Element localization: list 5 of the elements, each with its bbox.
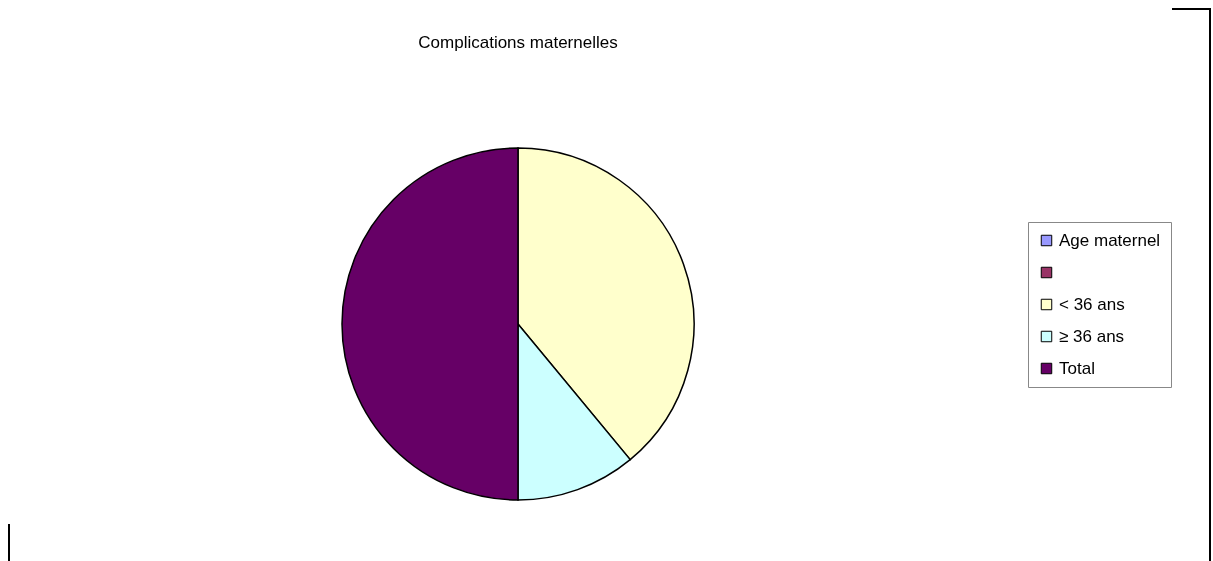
legend-label: < 36 ans bbox=[1059, 294, 1125, 314]
legend-label: ≥ 36 ans bbox=[1059, 326, 1125, 346]
chart-title: Complications maternelles bbox=[418, 33, 618, 52]
legend-label: Total bbox=[1059, 358, 1095, 378]
legend-label: Age maternel bbox=[1059, 230, 1161, 250]
